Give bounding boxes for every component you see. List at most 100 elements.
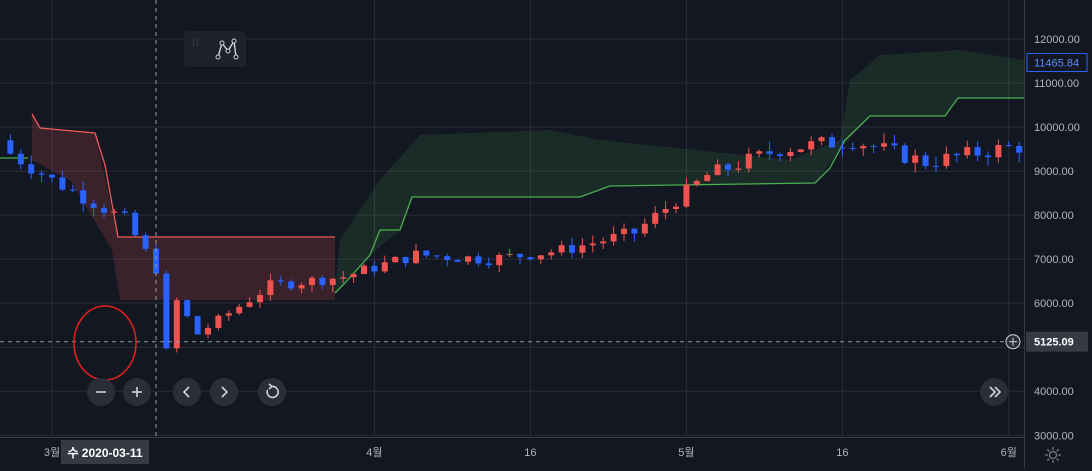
candle-body (766, 151, 773, 155)
candle-body (350, 273, 357, 278)
candle-body (527, 257, 534, 260)
scroll-to-realtime-button[interactable] (980, 378, 1008, 406)
candle-body (1016, 145, 1023, 153)
pattern-tool-icon[interactable] (212, 35, 240, 63)
candle-body (704, 175, 711, 181)
candle-body (652, 212, 659, 224)
candle-body (829, 137, 835, 148)
y-tick-label: 4000.00 (1034, 386, 1074, 398)
candle-body (381, 262, 388, 272)
candle-body (267, 280, 274, 296)
supertrend-down-line (31, 113, 335, 238)
candle-body (912, 155, 919, 163)
candle-body (454, 259, 461, 262)
candle-body (17, 153, 24, 165)
candle-body (340, 277, 347, 279)
candle-body (579, 245, 586, 253)
last-price-label: 11465.84 (1034, 58, 1079, 70)
candle-body (225, 313, 232, 316)
candle-body (111, 211, 118, 213)
time-axis-background (0, 437, 1024, 468)
x-tick-label: 16 (524, 447, 536, 459)
settings-icon[interactable] (1042, 444, 1064, 466)
zoom-out-button[interactable] (87, 378, 115, 406)
candle-body (423, 250, 430, 256)
candle-body (839, 147, 846, 149)
candle-body (38, 173, 45, 175)
candle-body (506, 253, 513, 255)
candle-body (90, 203, 97, 209)
candle-body (142, 235, 149, 249)
candle-body (329, 278, 336, 285)
candle-body (319, 277, 326, 285)
chart-grid (0, 0, 1024, 436)
supertrend-bands (0, 50, 1024, 300)
candle-body (485, 263, 492, 266)
scroll-right-button[interactable] (210, 378, 238, 406)
candle-body (392, 256, 399, 263)
drawing-toolbox: ⁞⁞ (184, 31, 246, 67)
candle-body (361, 265, 367, 274)
supertrend-up-fill (335, 50, 1024, 293)
x-tick-label: 6월 (1001, 446, 1017, 459)
y-tick-label: 8000.00 (1034, 210, 1074, 222)
candle-body (413, 250, 419, 264)
candle-body (818, 137, 825, 142)
candle-body (69, 189, 76, 191)
candle-body (735, 168, 742, 170)
y-tick-label: 12000.00 (1034, 34, 1080, 46)
crosshair-date-badge (61, 440, 149, 464)
candle-body (589, 243, 596, 246)
crosshair-price-badge (1026, 331, 1088, 352)
x-tick-label: 3월 (44, 446, 60, 459)
candle-body (548, 252, 555, 256)
x-tick-label: 5월 (678, 446, 694, 459)
candle-body (309, 277, 315, 286)
crosshair-price-label: 5125.09 (1034, 337, 1074, 349)
candle-body (933, 165, 939, 167)
candle-body (537, 255, 544, 260)
candlestick-series (7, 133, 1023, 353)
candle-body (28, 164, 35, 174)
candle-body (517, 253, 523, 258)
candle-body (163, 273, 170, 349)
candle-body (693, 180, 700, 185)
candle-body (444, 256, 451, 260)
supertrend-up-line (334, 97, 1024, 294)
candle-body (662, 209, 669, 213)
drag-handle-icon[interactable]: ⁞⁞ (192, 38, 200, 49)
candle-body (860, 146, 867, 149)
candle-body (683, 184, 690, 207)
candle-body (964, 147, 971, 156)
candle-body (881, 143, 887, 147)
candle-body (558, 245, 565, 253)
x-tick-label: 4월 (366, 446, 382, 459)
candle-body (7, 140, 14, 154)
candle-body (496, 254, 503, 266)
candle-body (288, 281, 295, 289)
last-price-badge (1026, 53, 1088, 73)
candle-body (173, 300, 180, 349)
supertrend-down-fill (32, 114, 335, 300)
candle-body (236, 306, 243, 314)
candle-body (277, 280, 284, 282)
candle-body (891, 143, 898, 146)
scroll-left-button[interactable] (173, 378, 201, 406)
candle-body (610, 233, 617, 242)
reset-chart-button[interactable] (258, 378, 286, 406)
candle-body (797, 149, 804, 153)
candle-body (787, 152, 794, 157)
candle-body (569, 245, 575, 253)
x-tick-label: 16 (836, 447, 848, 459)
candle-body (194, 316, 201, 335)
candle-body (121, 211, 128, 213)
candle-body (849, 147, 856, 149)
candle-body (153, 248, 159, 274)
candle-body (870, 146, 877, 148)
highlight-circle (73, 305, 137, 381)
zoom-in-button[interactable] (123, 378, 151, 406)
candle-body (901, 145, 908, 163)
candle-body (974, 147, 981, 156)
